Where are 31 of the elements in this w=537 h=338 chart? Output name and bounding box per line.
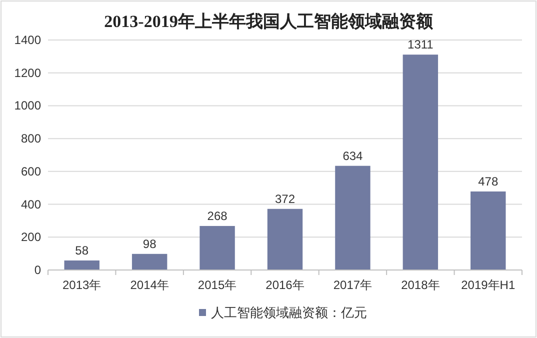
data-label: 58 (75, 243, 89, 258)
bar (335, 166, 370, 270)
y-tick-label: 0 (34, 263, 42, 277)
x-tick-label: 2019年H1 (461, 278, 516, 292)
data-label: 268 (207, 208, 228, 223)
bar (64, 260, 100, 270)
data-label: 634 (342, 148, 364, 163)
y-tick-label: 400 (20, 197, 42, 212)
data-label: 478 (478, 174, 498, 188)
chart-title: 2013-2019年上半年我国人工智能领域融资额 (104, 12, 434, 31)
bar (132, 254, 168, 270)
bar (402, 54, 438, 270)
x-tick-label: 2013年 (62, 278, 102, 292)
y-tick-label: 1200 (14, 66, 42, 80)
bar (267, 208, 303, 270)
x-tick-label: 2015年 (198, 278, 237, 292)
x-tick-label: 2014年 (130, 278, 169, 292)
data-label: 98 (142, 236, 157, 251)
y-tick-label: 1400 (14, 33, 42, 47)
y-tick-label: 600 (20, 164, 42, 178)
y-tick-label: 800 (20, 132, 42, 146)
y-tick-label: 200 (20, 230, 42, 244)
data-label: 1311 (408, 38, 434, 52)
legend-label: 人工智能领域融资额：亿元 (211, 305, 367, 320)
x-tick-label: 2018年 (401, 278, 440, 292)
x-tick-label: 2017年 (333, 278, 372, 292)
y-tick-label: 1000 (14, 98, 42, 113)
x-tick-label: 2016年 (266, 278, 304, 292)
data-label: 372 (274, 192, 296, 206)
bar (470, 191, 506, 270)
bar (200, 226, 235, 270)
